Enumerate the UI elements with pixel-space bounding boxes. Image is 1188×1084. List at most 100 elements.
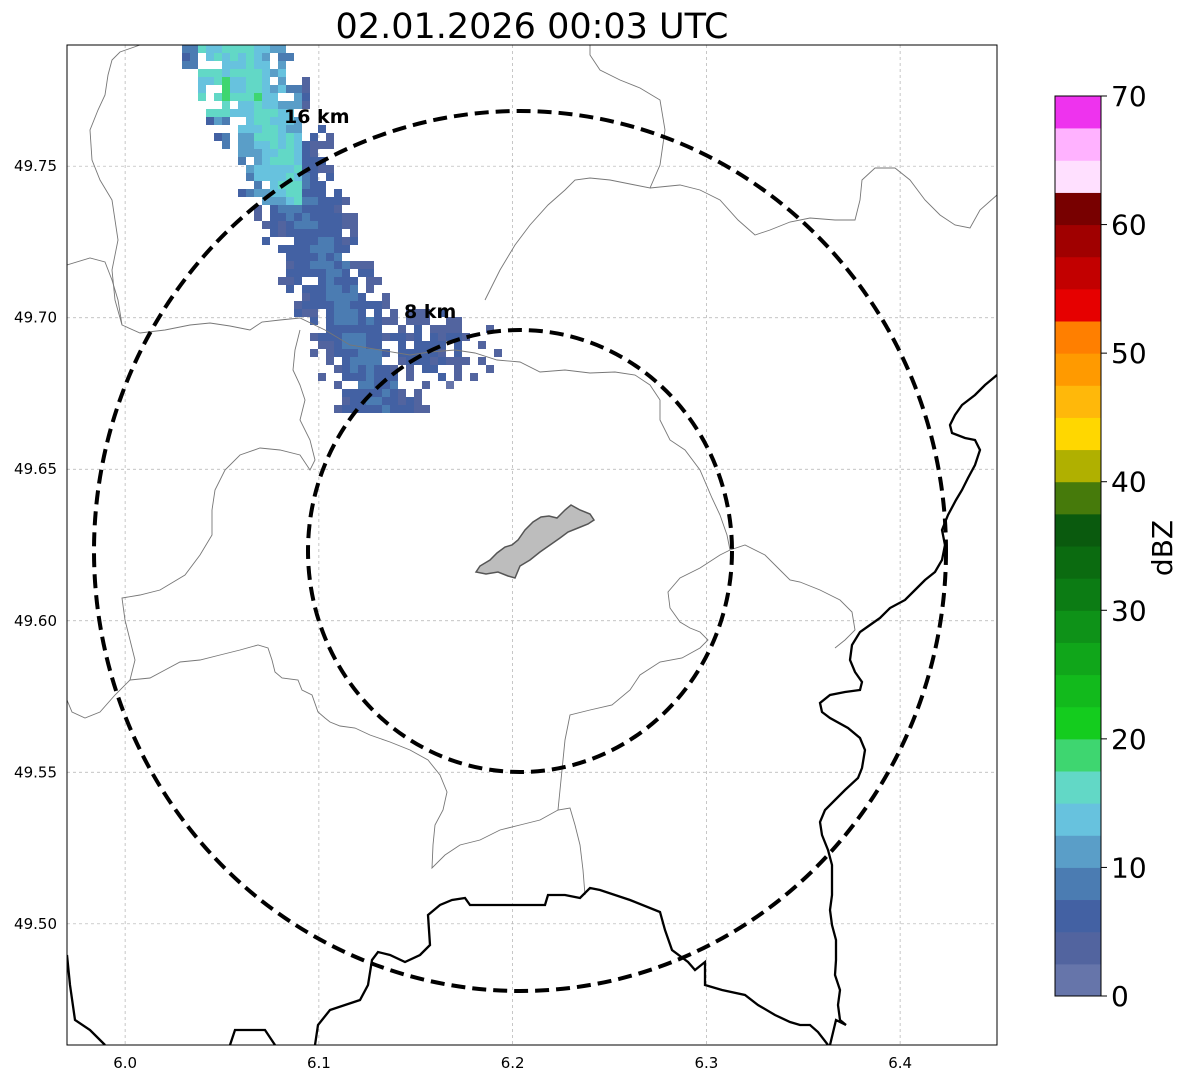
- precip-cell: [302, 77, 310, 85]
- precip-cell: [278, 101, 286, 109]
- precip-cell: [214, 93, 222, 101]
- precip-cell: [222, 45, 230, 53]
- colorbar-frame: [1054, 95, 1102, 997]
- precip-cell: [254, 77, 262, 85]
- precip-cell: [342, 293, 350, 301]
- precip-cell: [278, 125, 286, 133]
- precip-cell: [198, 45, 206, 53]
- precip-cell: [350, 341, 358, 349]
- map-frame: [66, 44, 998, 1046]
- precip-cell: [326, 261, 334, 269]
- colorbar: 0 10 20 30 40 50 60 70 dBZ: [1054, 80, 1179, 1013]
- precip-cell: [318, 245, 326, 253]
- precip-cell: [270, 229, 278, 237]
- precip-cell: [262, 197, 270, 205]
- precip-cell: [302, 197, 310, 205]
- precip-cell: [422, 365, 430, 373]
- precip-cell: [310, 349, 318, 357]
- precip-cell: [422, 317, 430, 325]
- admin-boundary: [89, 45, 666, 326]
- precip-cell: [270, 149, 278, 157]
- precip-cell: [302, 141, 310, 149]
- precip-cell: [254, 213, 262, 221]
- precip-cell: [286, 149, 294, 157]
- precip-cell: [334, 261, 342, 269]
- precip-cell: [342, 309, 350, 317]
- precip-cell: [294, 269, 302, 277]
- precip-cell: [366, 317, 374, 325]
- precip-cell: [366, 357, 374, 365]
- precip-cell: [286, 213, 294, 221]
- precip-cell: [350, 301, 358, 309]
- precip-cell: [350, 389, 358, 397]
- precip-cell: [254, 53, 262, 61]
- x-tick-label: 6.3: [694, 1054, 718, 1072]
- precip-cell: [406, 373, 414, 381]
- precip-cell: [246, 117, 254, 125]
- admin-boundary: [129, 644, 586, 896]
- y-axis-ticks: 49.75 49.70 49.65 49.60 49.55 49.50: [14, 157, 57, 933]
- precip-cell: [318, 333, 326, 341]
- precip-cell: [262, 157, 270, 165]
- precip-cell: [278, 117, 286, 125]
- precip-cell: [374, 341, 382, 349]
- colorbar-bin: [1055, 224, 1101, 258]
- precip-cell: [478, 341, 486, 349]
- precip-cell: [390, 333, 398, 341]
- colorbar-bin: [1055, 867, 1101, 901]
- precip-cell: [374, 389, 382, 397]
- precip-cell: [214, 53, 222, 61]
- precip-cell: [398, 341, 406, 349]
- precip-cell: [270, 125, 278, 133]
- precip-cell: [366, 301, 374, 309]
- precip-cell: [310, 245, 318, 253]
- precip-cell: [278, 109, 286, 117]
- precip-cell: [350, 213, 358, 221]
- precip-cell: [438, 373, 446, 381]
- precip-cell: [334, 213, 342, 221]
- precip-cell: [286, 165, 294, 173]
- range-ring-label-8km: 8 km: [404, 301, 456, 323]
- precip-cell: [206, 53, 214, 61]
- precip-cell: [262, 125, 270, 133]
- precip-cell: [326, 165, 334, 173]
- precip-cell: [390, 405, 398, 413]
- precip-cell: [430, 365, 438, 373]
- figure-title: 02.01.2026 00:03 UTC: [336, 7, 729, 47]
- precip-cell: [286, 253, 294, 261]
- precip-cell: [270, 45, 278, 53]
- precip-cell: [374, 301, 382, 309]
- precip-cell: [342, 317, 350, 325]
- colorbar-bin: [1055, 481, 1101, 515]
- precip-cell: [358, 333, 366, 341]
- precip-cell: [262, 45, 270, 53]
- precip-cell: [278, 141, 286, 149]
- precip-cell: [214, 109, 222, 117]
- precip-cell: [350, 365, 358, 373]
- precip-cell: [238, 125, 246, 133]
- precip-cell: [246, 45, 254, 53]
- precip-cell: [382, 317, 390, 325]
- precip-cell: [358, 405, 366, 413]
- precip-cell: [366, 269, 374, 277]
- precip-cell: [294, 309, 302, 317]
- precip-cell: [398, 333, 406, 341]
- admin-boundary: [649, 167, 997, 236]
- precip-cell: [398, 349, 406, 357]
- precip-cell: [278, 61, 286, 69]
- precip-cell: [318, 293, 326, 301]
- precip-cell: [398, 405, 406, 413]
- precip-cell: [318, 189, 326, 197]
- range-ring-label-16km: 16 km: [284, 106, 350, 128]
- x-tick-label: 6.2: [501, 1054, 525, 1072]
- precip-cell: [390, 373, 398, 381]
- precip-cell: [230, 61, 238, 69]
- precip-cell: [310, 293, 318, 301]
- precip-cell: [310, 213, 318, 221]
- precip-cell: [302, 101, 310, 109]
- precip-cell: [302, 237, 310, 245]
- precip-cell: [446, 381, 454, 389]
- precip-cell: [406, 317, 414, 325]
- precip-cell: [350, 405, 358, 413]
- precip-cell: [350, 309, 358, 317]
